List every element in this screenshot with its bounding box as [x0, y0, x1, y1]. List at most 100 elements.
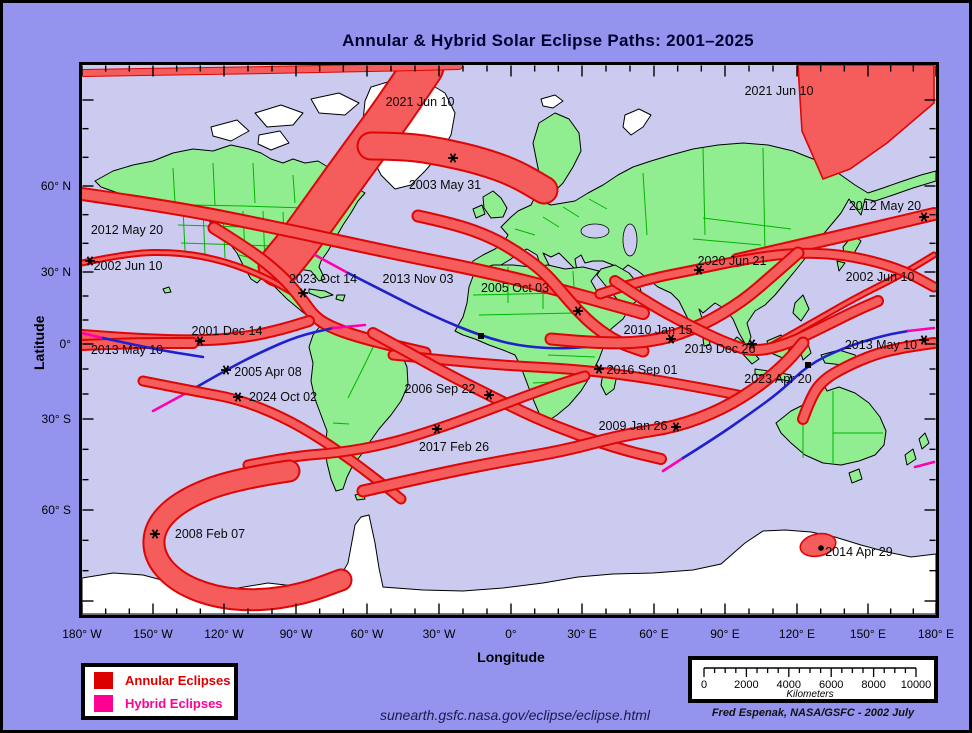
eclipse-marker: [85, 256, 95, 266]
eclipse-date-label: 2002 Jun 10: [846, 270, 915, 284]
eclipse-date-label: 2023 Apr 20: [744, 372, 811, 386]
lon-tick-label: 120° W: [204, 627, 244, 641]
eclipse-date-label: 2008 Feb 07: [175, 527, 245, 541]
annular-path-2024-Oct-02: [139, 377, 405, 503]
lon-tick-label: 180° E: [917, 627, 955, 641]
eclipse-date-label: 2002 Jun 10: [94, 259, 163, 273]
annular-region-2014-Apr-29: [799, 532, 837, 558]
eclipse-marker: [666, 334, 676, 344]
eclipse-marker: [195, 336, 205, 346]
eclipse-map-frame: 2021 Jun 10 2021 Jun 10 2003 May 31 2012 Ma…: [79, 62, 939, 618]
page-title: Annular & Hybrid Solar Eclipse Paths: 20…: [342, 31, 754, 50]
lon-tick-label: 60° W: [350, 627, 384, 641]
scale-bar-ruler: 0 2000 4000 6000 8000 10000 Kilometers: [701, 667, 932, 700]
eclipse-date-label: 2001 Dec 14: [192, 324, 263, 338]
eclipse-marker: [818, 545, 824, 551]
eclipse-marker: [432, 424, 442, 434]
legend: Annular Eclipses Hybrid Eclipses: [81, 663, 238, 720]
eclipse-marker: [150, 529, 160, 539]
eclipse-date-label: 2013 Nov 03: [383, 272, 454, 286]
lon-tick-label: 30° W: [422, 627, 456, 641]
hybrid-path-2023-Apr-20: [82, 331, 105, 340]
axis-ticks: [82, 65, 936, 615]
scale-tick-label: 2000: [734, 679, 758, 691]
lon-tick-label: 150° E: [849, 627, 887, 641]
eclipse-marker: [671, 422, 681, 432]
eclipse-marker: [694, 265, 704, 275]
hybrid-path-2005-Apr-08: [186, 326, 335, 394]
scale-tick-label: 6000: [819, 679, 843, 691]
annular-path-2008-Feb-07: [144, 461, 351, 610]
eclipse-marker: [919, 335, 929, 345]
eclipse-date-label: 2014 Apr 29: [825, 545, 892, 559]
eclipse-marker: [919, 212, 929, 222]
hybrid-swatch-icon: [94, 694, 113, 712]
lon-tick-label: 120° E: [778, 627, 816, 641]
annular-path-2016-Sep-01: [389, 351, 742, 399]
eclipse-date-label: 2005 Apr 08: [234, 365, 301, 379]
eclipse-paths: [82, 65, 936, 612]
hybrid-path-2013-Nov-03: [313, 253, 350, 275]
lat-tick-label: 30° N: [40, 265, 71, 279]
legend-item: Annular Eclipses: [94, 670, 234, 690]
x-axis-title: Longitude: [477, 649, 545, 665]
hybrid-path-2023-Apr-20: [681, 329, 910, 460]
annular-path-2020-Jun-21: [596, 249, 936, 298]
annular-path-2003-May-31: [358, 133, 557, 203]
eclipse-date-label: 2021 Jun 10: [745, 84, 814, 98]
annular-path-2019-Dec-26: [611, 277, 882, 354]
legend-item-label: Annular Eclipses: [125, 672, 231, 688]
hybrid-path-2023-Apr-20: [906, 326, 936, 333]
eclipse-date-label: 2012 May 20: [91, 223, 163, 237]
hybrid-path-2005-Apr-08: [151, 390, 190, 413]
scale-tick-label: 10000: [901, 679, 932, 691]
scale-tick-label: 8000: [861, 679, 885, 691]
eclipse-date-label: 2017 Feb 26: [419, 440, 489, 454]
annular-swatch-icon: [94, 671, 113, 689]
legend-item: Hybrid Eclipses: [94, 693, 234, 713]
lat-tick-label: 60° S: [41, 503, 71, 517]
lon-tick-label: 90° E: [710, 627, 740, 641]
lat-tick-label: 0°: [59, 337, 71, 351]
lat-tick-label: 60° N: [40, 179, 71, 193]
eclipse-date-label: 2023 Oct 14: [289, 272, 357, 286]
eclipse-marker: [484, 390, 494, 400]
footer-url: sunearth.gsfc.nasa.gov/eclipse/eclipse.h…: [379, 707, 651, 723]
eclipse-date-label: 2009 Jan 26: [599, 419, 668, 433]
lat-tick-label: 30° S: [41, 412, 71, 426]
eclipse-marker: [448, 153, 458, 163]
eclipse-date-label: 2006 Sep 22: [405, 382, 476, 396]
hybrid-path-2023-Apr-20: [101, 336, 205, 359]
hybrid-path-2023-Apr-20: [661, 456, 685, 473]
scale-bar: 0 2000 4000 6000 8000 10000 Kilometers: [688, 656, 938, 703]
eclipse-marker: [594, 364, 604, 374]
eclipse-date-label: 2016 Sep 01: [607, 363, 678, 377]
hybrid-path-2005-Apr-08: [331, 323, 367, 330]
lon-tick-label: 60° E: [639, 627, 669, 641]
annular-path-2005-Oct-03: [413, 211, 648, 356]
annular-path-2002-Jun-10: [82, 250, 297, 296]
annular-path-2012-May-20: [82, 189, 648, 318]
eclipse-map: 2021 Jun 10 2021 Jun 10 2003 May 31 2012 Ma…: [82, 65, 936, 615]
footer-credit: Fred Espenak, NASA/GSFC - 2002 July: [711, 707, 915, 719]
eclipse-marker: [573, 306, 583, 316]
eclipse-date-label: 2012 May 20: [849, 199, 921, 213]
lon-tick-label: 30° E: [567, 627, 597, 641]
eclipse-date-label: 2019 Dec 26: [685, 342, 756, 356]
eclipse-date-label: 2013 May 10: [91, 343, 163, 357]
eclipse-marker: [747, 339, 757, 349]
lon-tick-label: 0°: [505, 627, 517, 641]
eclipse-date-label: 2005 Oct 03: [481, 281, 549, 295]
annular-path-2010-Jan-15: [546, 248, 803, 348]
eclipse-marker: [221, 365, 231, 375]
eclipse-marker: [478, 333, 484, 339]
eclipse-date-label: 2003 May 31: [409, 178, 481, 192]
hybrid-path-2023-Apr-20: [913, 460, 936, 469]
eclipse-date-label: 2010 Jan 15: [624, 323, 693, 337]
eclipse-marker: [805, 362, 811, 368]
annular-region-2021-Jun-10: [797, 65, 935, 181]
lon-tick-label: 90° W: [279, 627, 313, 641]
lon-tick-label: 180° W: [62, 627, 102, 641]
scale-unit-label: Kilometers: [786, 689, 833, 699]
lon-tick-label: 150° W: [133, 627, 173, 641]
